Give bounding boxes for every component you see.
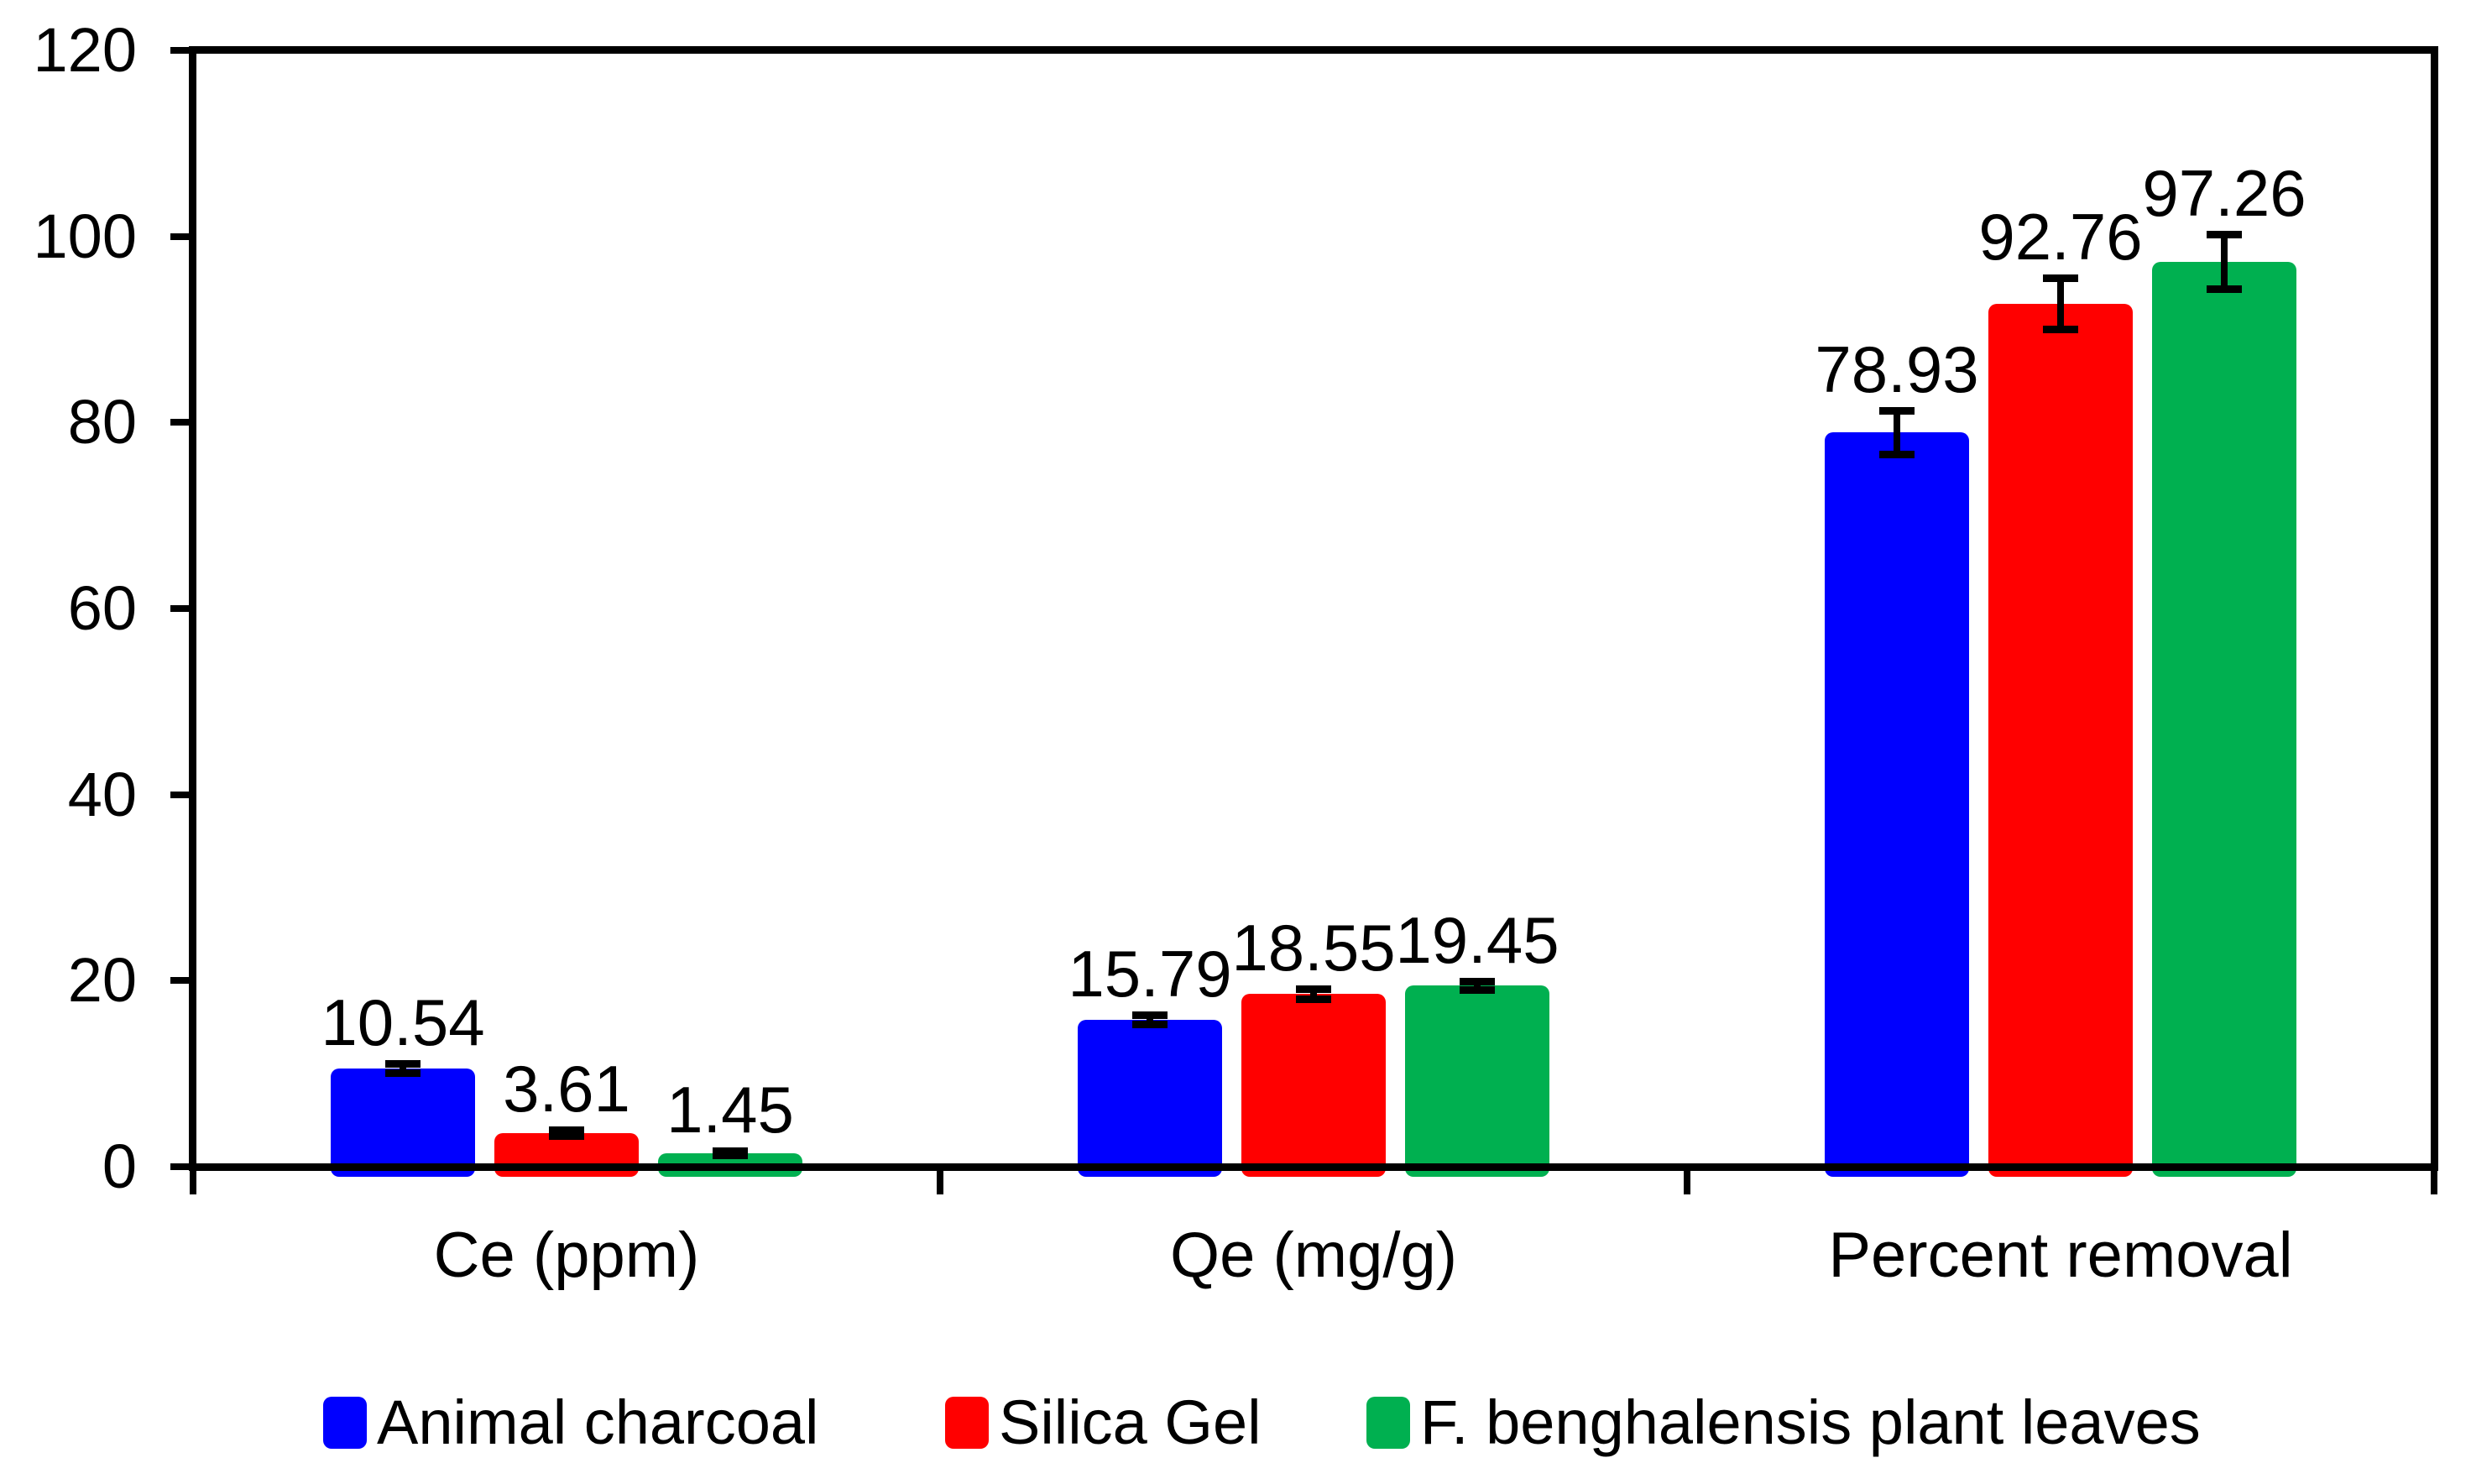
legend-item: Animal charcoal — [323, 1389, 818, 1456]
legend-swatch — [323, 1397, 367, 1449]
bar-value-label: 19.45 — [1395, 902, 1559, 977]
bar — [1825, 432, 1969, 1177]
error-bar — [2221, 233, 2228, 290]
error-bar-cap-bottom — [2043, 325, 2078, 333]
bar — [2152, 262, 2296, 1177]
bar-value-label: 15.79 — [1068, 937, 1232, 1011]
y-axis-tick-label: 20 — [67, 945, 137, 1016]
x-axis-tick — [190, 1171, 196, 1194]
error-bar-cap-top — [2207, 230, 2242, 238]
bar — [331, 1069, 475, 1177]
error-bar — [1310, 988, 1317, 1001]
legend-item: F. benghalensis plant leaves — [1366, 1389, 2201, 1456]
error-bar-cap-top — [2043, 274, 2078, 282]
bar — [1988, 303, 2133, 1177]
error-bar — [1474, 980, 1481, 990]
y-axis-tick — [170, 419, 193, 426]
error-bar-cap-top — [1296, 985, 1331, 993]
bar-value-label: 97.26 — [2142, 155, 2306, 230]
bar — [1405, 985, 1549, 1177]
legend-swatch — [945, 1397, 989, 1449]
y-axis-tick-label: 100 — [33, 201, 137, 271]
error-bar-cap-top — [549, 1126, 584, 1135]
legend-swatch — [1366, 1397, 1410, 1449]
error-bar-cap-bottom — [1460, 985, 1495, 994]
error-bar-cap-bottom — [385, 1069, 421, 1078]
y-axis-tick-label: 80 — [67, 387, 137, 457]
error-bar-cap-top — [1879, 406, 1915, 415]
error-bar — [1894, 410, 1900, 455]
y-axis-tick — [170, 791, 193, 798]
error-bar — [400, 1063, 406, 1074]
y-axis-tick-label: 60 — [67, 573, 137, 643]
y-axis-tick — [170, 977, 193, 985]
category-label: Ce (ppm) — [433, 1220, 700, 1291]
y-axis-tick-label: 120 — [33, 15, 137, 85]
error-bar-cap-top — [713, 1147, 748, 1155]
legend-item: Silica Gel — [945, 1389, 1262, 1456]
category-label: Qe (mg/g) — [1169, 1220, 1458, 1291]
y-axis-tick-label: 0 — [102, 1131, 137, 1201]
error-bar-cap-top — [385, 1060, 421, 1069]
error-bar-cap-bottom — [1296, 995, 1331, 1004]
bar-value-label: 1.45 — [666, 1072, 794, 1147]
y-axis-tick — [170, 605, 193, 612]
error-bar-cap-bottom — [1132, 1020, 1168, 1028]
category-label: Percent removal — [1828, 1220, 2293, 1291]
y-axis-tick-label: 40 — [67, 759, 137, 829]
bar-value-label: 78.93 — [1815, 332, 1979, 406]
bar — [1241, 994, 1386, 1177]
error-bar-cap-top — [1460, 977, 1495, 985]
bar-value-label: 92.76 — [1978, 199, 2143, 274]
error-bar-cap-bottom — [1879, 450, 1915, 458]
error-bar-cap-bottom — [713, 1152, 748, 1160]
y-axis-tick — [170, 47, 193, 54]
error-bar-cap-top — [1132, 1011, 1168, 1020]
x-axis-tick — [1684, 1171, 1690, 1194]
legend-label: Animal charcoal — [377, 1387, 819, 1457]
bar — [1078, 1019, 1222, 1177]
y-axis-tick — [170, 233, 193, 240]
legend-label: Silica Gel — [999, 1387, 1262, 1457]
error-bar — [1147, 1015, 1153, 1025]
error-bar-cap-bottom — [549, 1131, 584, 1140]
bar-value-label: 3.61 — [503, 1052, 630, 1126]
x-axis-tick — [2431, 1171, 2437, 1194]
bar-value-label: 18.55 — [1231, 910, 1396, 985]
error-bar — [2057, 277, 2064, 330]
y-axis-tick — [170, 1163, 193, 1170]
legend-label: F. benghalensis plant leaves — [1420, 1387, 2201, 1457]
x-axis-tick — [937, 1171, 943, 1194]
error-bar-cap-bottom — [2207, 285, 2242, 294]
bar-value-label: 10.54 — [321, 985, 485, 1060]
